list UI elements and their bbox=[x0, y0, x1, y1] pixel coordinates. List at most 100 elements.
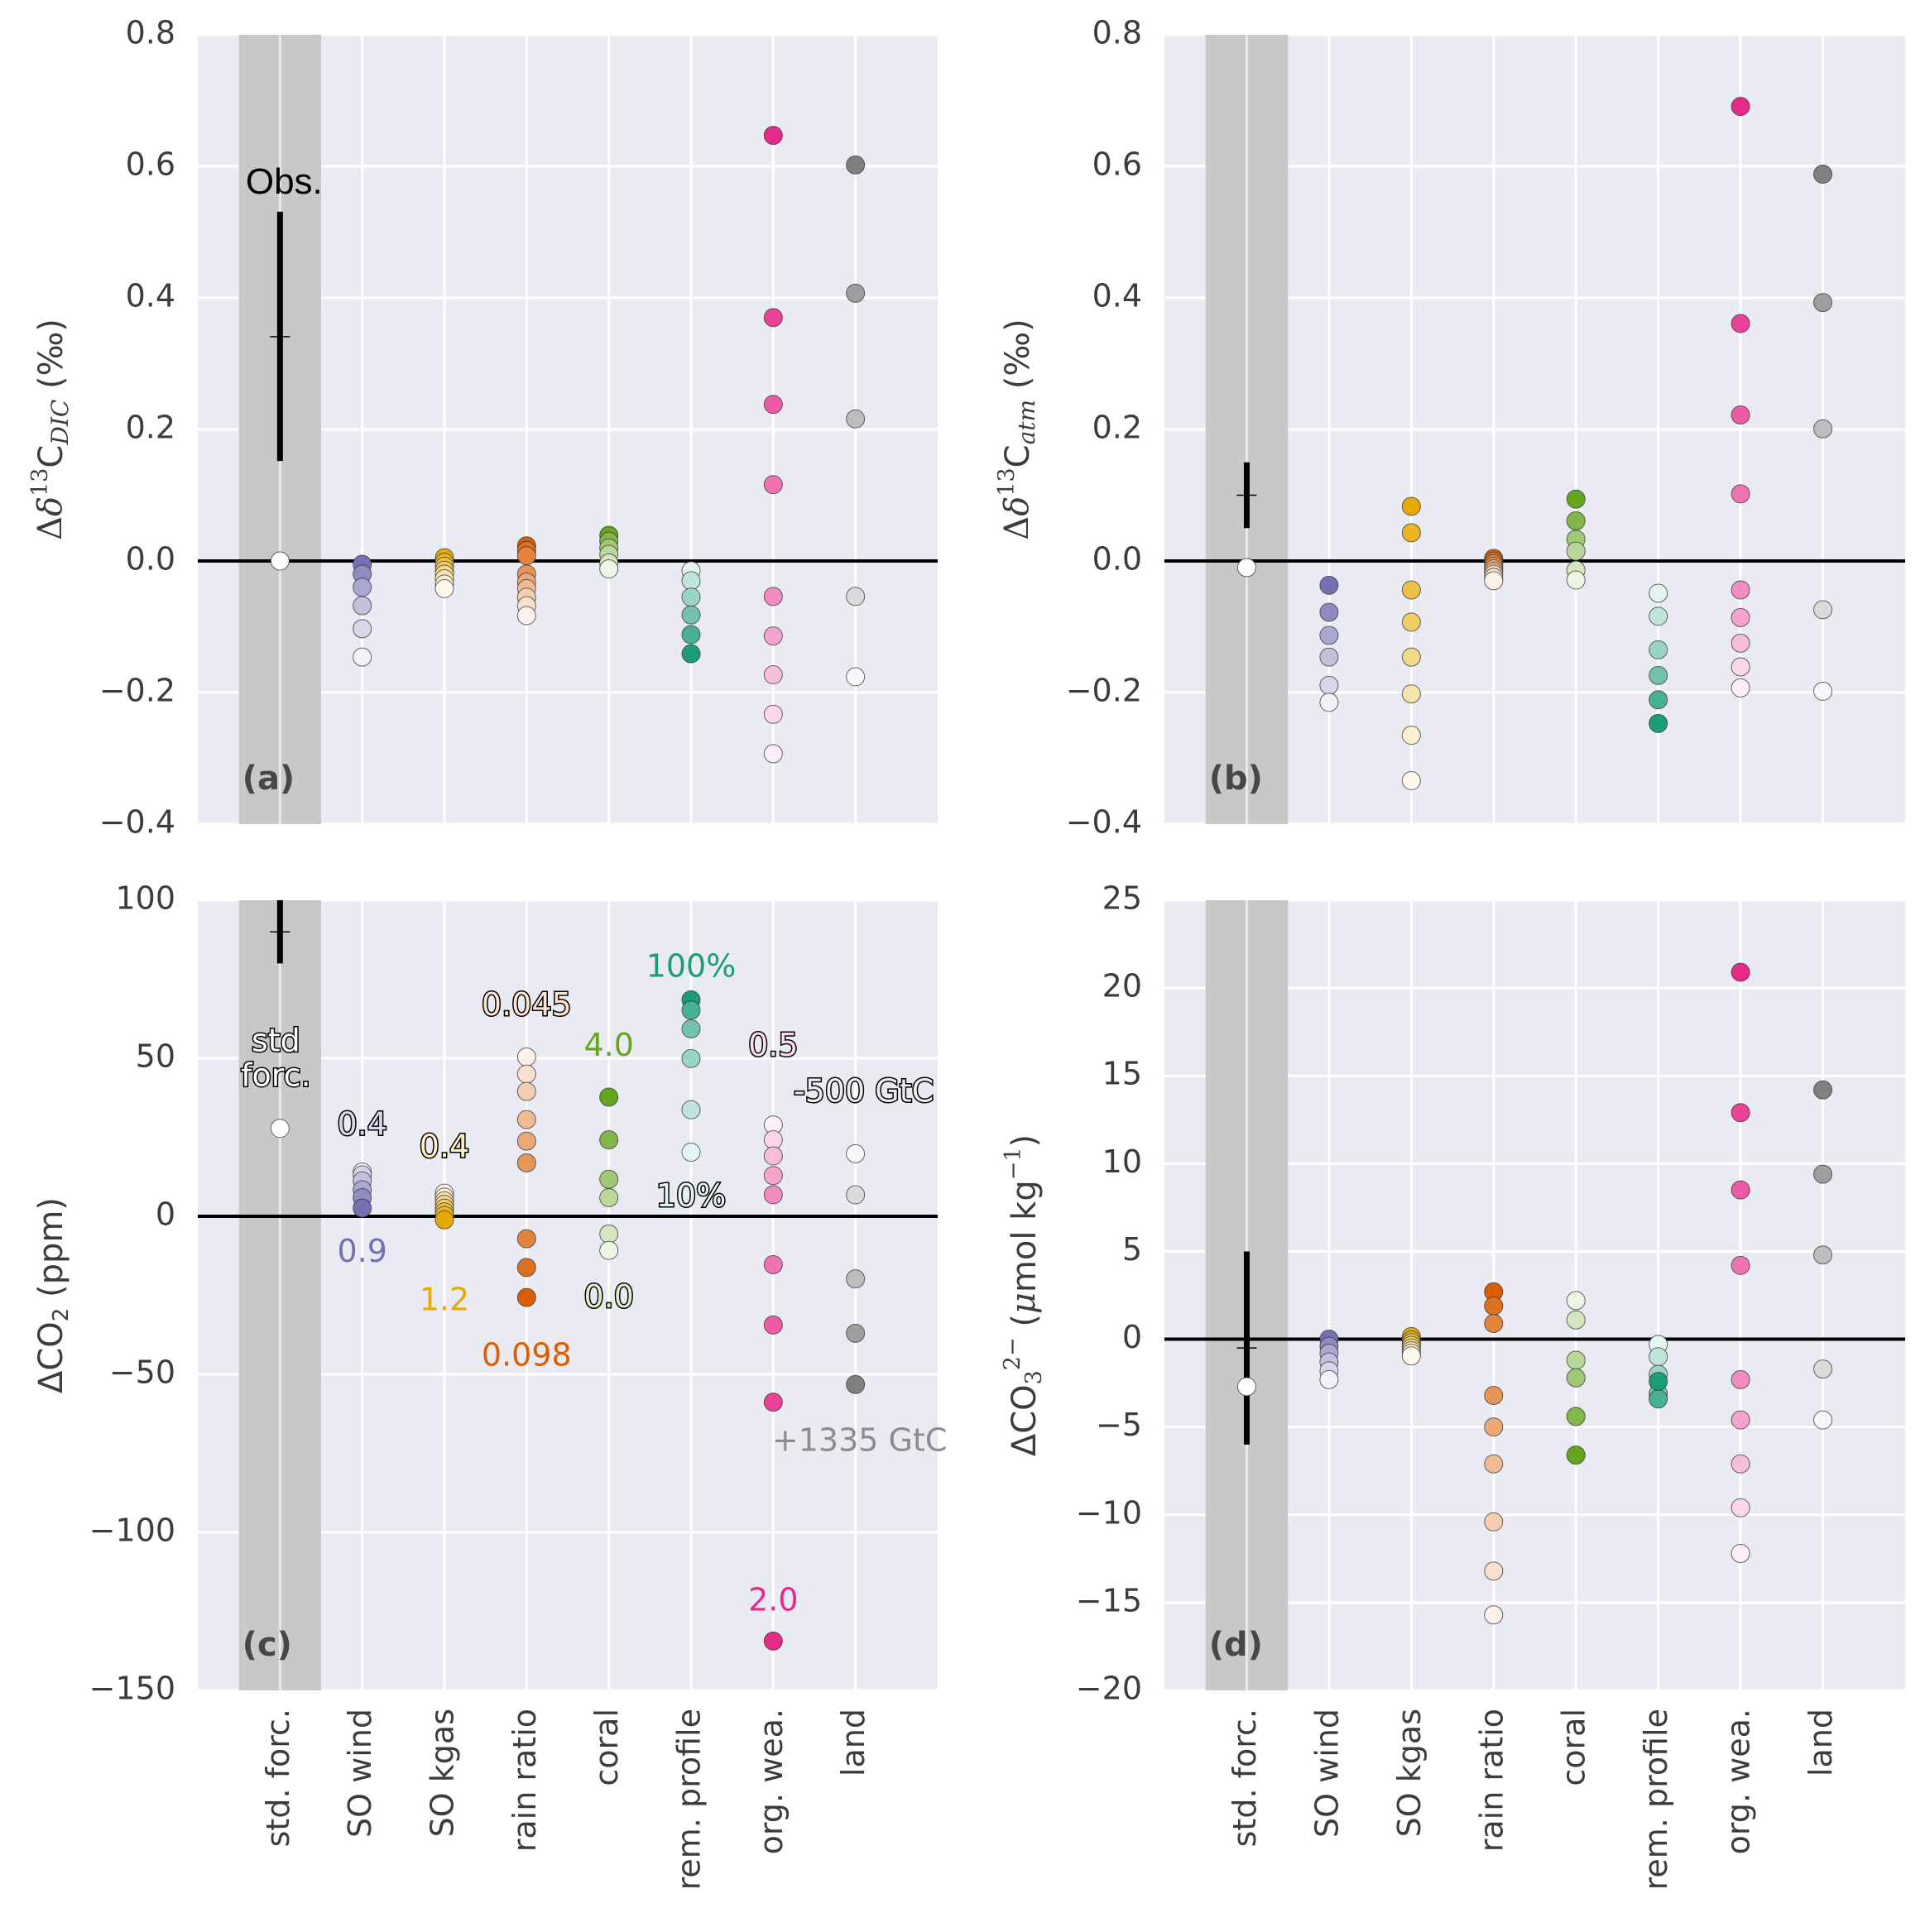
data-point bbox=[1731, 1454, 1750, 1474]
y-tick-label: −0.4 bbox=[1066, 804, 1142, 841]
data-point bbox=[1319, 575, 1339, 595]
panel-b: (b) −0.4 −0.2 0.0 0.2 0.4 0.6 0.8 Δδ13Catm (‰) bbox=[994, 15, 1905, 841]
annotation-label: 2.0 bbox=[748, 1582, 798, 1618]
y-axis-title: Δδ13Catm (‰) bbox=[994, 319, 1040, 539]
data-point bbox=[1649, 713, 1668, 733]
data-point bbox=[516, 1258, 536, 1278]
data-point bbox=[516, 606, 536, 626]
data-point bbox=[1484, 1561, 1504, 1581]
data-point bbox=[1731, 678, 1750, 698]
y-tick-label: −0.4 bbox=[99, 804, 175, 841]
data-point bbox=[846, 1185, 866, 1205]
data-point bbox=[1566, 1310, 1586, 1330]
y-tick-label: 0.6 bbox=[1092, 146, 1142, 183]
y-tick-label: 0.2 bbox=[126, 410, 175, 446]
data-point bbox=[1319, 1369, 1339, 1389]
y-tick-label: −15 bbox=[1076, 1582, 1142, 1618]
data-point bbox=[516, 1081, 536, 1101]
annotation-label: 4.0 bbox=[583, 1027, 633, 1063]
data-point bbox=[516, 546, 536, 566]
data-point bbox=[1813, 1410, 1833, 1430]
data-point bbox=[681, 571, 701, 591]
data-point bbox=[1731, 1410, 1750, 1430]
y-tick-label: −0.2 bbox=[99, 673, 175, 709]
data-point bbox=[763, 1393, 783, 1412]
annotation-label: 10% bbox=[656, 1177, 726, 1214]
data-point bbox=[270, 1119, 290, 1139]
data-point bbox=[1236, 1377, 1256, 1397]
data-point bbox=[1731, 97, 1750, 117]
data-point bbox=[516, 1064, 536, 1084]
data-point bbox=[599, 1087, 619, 1107]
observation-label: Obs. bbox=[246, 161, 323, 202]
data-point bbox=[681, 1000, 701, 1020]
y-tick-label: 0 bbox=[156, 1196, 175, 1233]
data-point bbox=[1731, 580, 1750, 600]
data-point bbox=[1401, 1346, 1421, 1366]
data-point bbox=[1649, 1371, 1668, 1391]
data-point bbox=[763, 704, 783, 724]
data-point bbox=[763, 1254, 783, 1274]
annotation-label: 100% bbox=[646, 948, 737, 985]
panel-label: (d) bbox=[1209, 1626, 1263, 1664]
data-point bbox=[1813, 1359, 1833, 1379]
data-point bbox=[763, 626, 783, 646]
annotation-label: 0.5 bbox=[748, 1027, 798, 1063]
data-point bbox=[1731, 657, 1750, 677]
y-tick-label: −20 bbox=[1076, 1671, 1142, 1707]
data-point bbox=[1484, 1296, 1504, 1316]
x-tick-label: rem. profile bbox=[671, 1709, 708, 1890]
data-point bbox=[1484, 1385, 1504, 1405]
data-point bbox=[353, 596, 372, 616]
panel-label: (c) bbox=[242, 1626, 292, 1664]
data-point bbox=[681, 605, 701, 625]
data-point bbox=[1401, 684, 1421, 704]
y-tick-label: 0.8 bbox=[1092, 15, 1142, 51]
data-point bbox=[1731, 1103, 1750, 1123]
data-point bbox=[681, 1100, 701, 1119]
data-point bbox=[270, 551, 290, 571]
data-point bbox=[846, 409, 866, 429]
data-point bbox=[1731, 1255, 1750, 1275]
y-tick-label: −0.2 bbox=[1066, 673, 1142, 709]
data-point bbox=[1319, 647, 1339, 667]
data-point bbox=[681, 587, 701, 607]
x-tick-label: rain ratio bbox=[506, 1709, 543, 1852]
x-tick-label: SO kgas bbox=[425, 1709, 461, 1837]
data-point bbox=[763, 1185, 783, 1205]
data-point bbox=[1401, 726, 1421, 745]
data-point bbox=[1813, 1080, 1833, 1100]
y-tick-label: 10 bbox=[1102, 1143, 1142, 1180]
data-point bbox=[599, 559, 619, 579]
data-point bbox=[1401, 580, 1421, 600]
data-point bbox=[1401, 496, 1421, 516]
y-tick-label: 0.0 bbox=[126, 541, 175, 578]
data-point bbox=[1731, 1180, 1750, 1200]
annotation-label: -500 GtC bbox=[794, 1073, 934, 1110]
data-point bbox=[1401, 612, 1421, 632]
data-point bbox=[1566, 511, 1586, 531]
x-tick-label: rain ratio bbox=[1473, 1709, 1510, 1852]
data-point bbox=[599, 1224, 619, 1244]
data-point bbox=[1566, 1407, 1586, 1426]
x-tick-label: org. wea. bbox=[1721, 1709, 1757, 1854]
y-tick-label: −50 bbox=[109, 1354, 175, 1391]
data-point bbox=[516, 1131, 536, 1151]
data-point bbox=[1484, 571, 1504, 591]
y-tick-label: 50 bbox=[136, 1038, 175, 1075]
x-tick-label: std. forc. bbox=[260, 1709, 296, 1847]
x-tick-label: coral bbox=[588, 1709, 625, 1786]
y-tick-label: 0 bbox=[1122, 1319, 1142, 1355]
data-point bbox=[846, 1269, 866, 1289]
data-point bbox=[1731, 1369, 1750, 1389]
annotation-label: 0.9 bbox=[337, 1233, 386, 1269]
data-point bbox=[846, 1323, 866, 1343]
data-point bbox=[681, 1142, 701, 1162]
y-tick-label: 100 bbox=[115, 880, 175, 917]
data-point bbox=[1319, 602, 1339, 622]
data-point bbox=[1813, 681, 1833, 701]
annotation-label: forc. bbox=[241, 1057, 310, 1093]
data-point bbox=[1649, 606, 1668, 626]
data-point bbox=[1484, 1313, 1504, 1333]
data-point bbox=[1731, 484, 1750, 504]
